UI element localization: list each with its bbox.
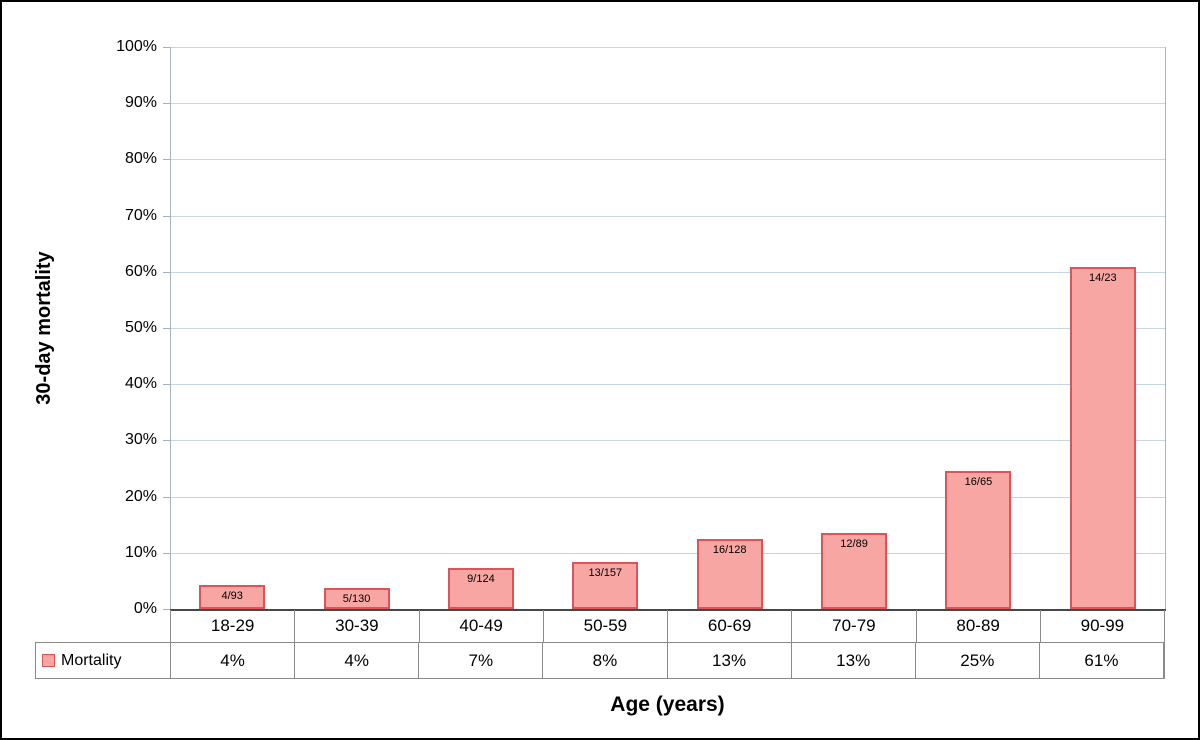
bar-value-label: 14/23	[1089, 272, 1117, 284]
y-tick-label: 100%	[116, 38, 157, 55]
gridline	[170, 496, 1165, 498]
y-tick-label: 70%	[124, 206, 157, 224]
y-tick-label: 80%	[124, 150, 157, 168]
category-label: 50-59	[544, 610, 668, 642]
y-tick-mark	[163, 103, 170, 105]
y-tick-mark	[163, 159, 170, 161]
bar-value-label: 13/157	[588, 567, 623, 579]
category-label: 90-99	[1041, 610, 1165, 642]
table-value: 4%	[171, 643, 296, 678]
mortality-bar	[821, 533, 888, 609]
category-label: 70-79	[792, 610, 917, 642]
mortality-bar	[199, 585, 266, 609]
mortality-bar	[323, 588, 390, 609]
mortality-bar	[1069, 267, 1136, 609]
gridline	[170, 159, 1165, 161]
bar-value-label: 5/130	[342, 593, 371, 605]
y-tick-label: 50%	[124, 319, 157, 336]
category-label: 80-89	[917, 610, 1041, 642]
y-tick-label: 10%	[124, 543, 157, 561]
y-tick-mark	[163, 552, 170, 554]
mortality-legend-swatch-icon	[42, 654, 55, 667]
bar-value-label: 16/128	[712, 544, 747, 556]
gridline	[170, 552, 1165, 554]
table-value: 61%	[1040, 643, 1164, 678]
table-value: 25%	[916, 643, 1040, 678]
plot-right-border	[1165, 47, 1166, 609]
y-tick-label: 40%	[124, 375, 157, 393]
category-label: 40-49	[420, 610, 544, 642]
y-tick-mark	[163, 440, 170, 442]
y-tick-mark	[163, 609, 170, 610]
x-axis-line	[170, 609, 1166, 611]
y-tick-label: 30%	[124, 431, 157, 449]
category-row: 18-29 30-39 40-49 50-59 60-69 70-79 80-89 90-99	[170, 610, 1165, 642]
mortality-bar	[447, 568, 514, 609]
category-label: 60-69	[668, 610, 793, 642]
y-tick-mark	[163, 271, 170, 273]
gridline	[170, 103, 1165, 105]
category-label: 18-29	[171, 610, 296, 642]
bar-value-label: 16/65	[964, 476, 993, 488]
gridline	[170, 271, 1165, 273]
table-value: 7%	[419, 643, 544, 678]
bar-value-label: 4/93	[221, 590, 243, 602]
gridline	[170, 215, 1165, 217]
y-tick-label: 20%	[124, 487, 157, 505]
mortality-bar	[945, 471, 1012, 609]
mortality-bar	[696, 539, 763, 609]
table-value: 4%	[295, 643, 420, 678]
table-value: 8%	[543, 643, 668, 678]
y-tick-label: 90%	[124, 94, 157, 112]
bar-value-label: 12/89	[840, 538, 868, 550]
legend-cell: Mortality	[36, 643, 171, 678]
y-tick-label: 60%	[124, 262, 157, 280]
bar-value-label: 9/124	[467, 573, 495, 585]
y-tick-mark	[163, 215, 170, 217]
x-axis-title: Age (years)	[610, 693, 725, 716]
y-tick-label: 0%	[133, 600, 157, 617]
mortality-row: Mortality 4% 4% 7% 8% 13% 13% 25% 61%	[35, 642, 1165, 679]
mortality-bar	[572, 562, 639, 609]
y-tick-mark	[163, 384, 170, 386]
category-label: 30-39	[295, 610, 420, 642]
table-value: 13%	[792, 643, 916, 678]
y-axis-line	[170, 47, 171, 609]
gridline	[170, 384, 1165, 386]
y-axis-title: 30-day mortality	[33, 251, 55, 405]
y-tick-mark	[163, 328, 170, 329]
y-tick-mark	[163, 47, 170, 48]
legend-series-name: Mortality	[61, 651, 122, 669]
gridline	[170, 440, 1165, 442]
y-tick-mark	[163, 496, 170, 498]
gridline	[170, 328, 1165, 329]
table-value: 13%	[668, 643, 792, 678]
gridline	[170, 47, 1165, 48]
